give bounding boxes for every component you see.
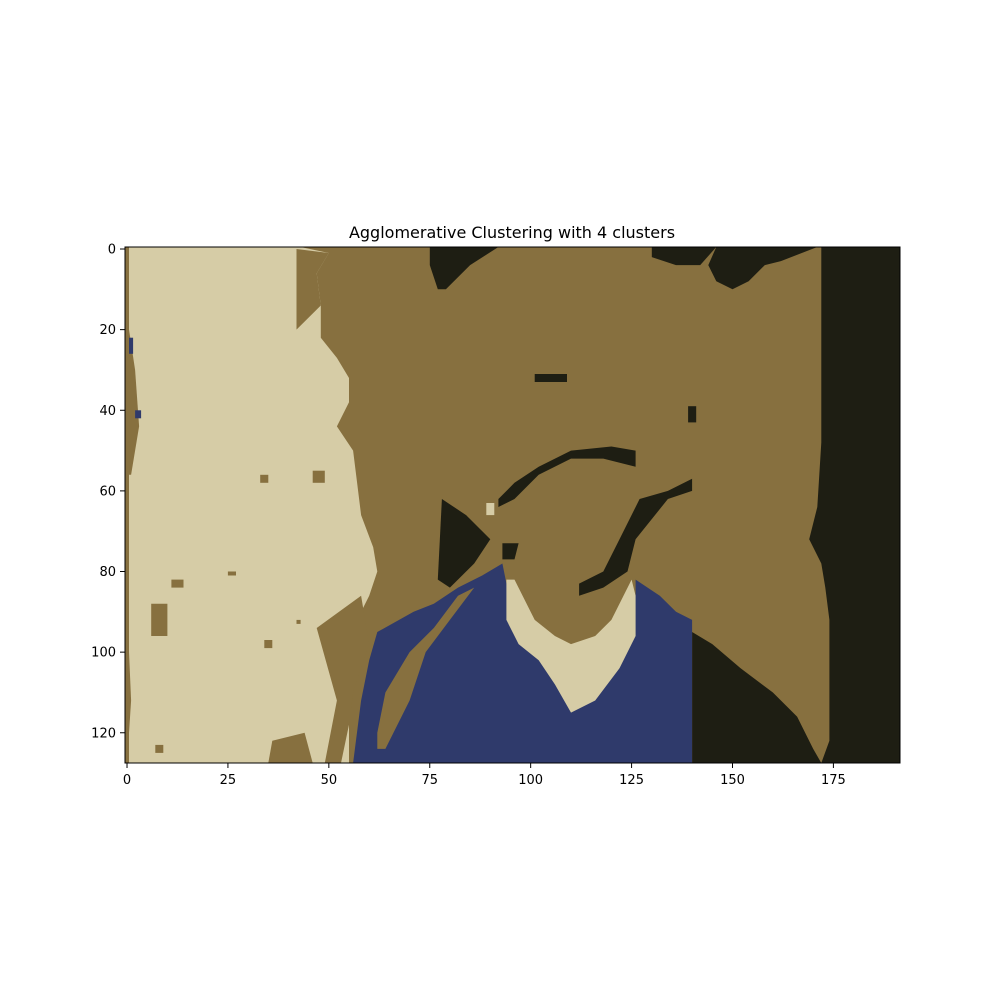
cluster-1-region <box>312 470 325 483</box>
cluster-1-region <box>155 744 164 753</box>
cluster-2-region <box>692 632 822 763</box>
cluster-2-region <box>502 543 519 560</box>
cluster-2-region <box>534 374 567 382</box>
cluster-1-region <box>260 474 269 483</box>
cluster-1-region <box>377 587 475 749</box>
plot-frame <box>124 246 901 764</box>
y-tick-label: 80 <box>99 565 116 580</box>
x-tick-label: 50 <box>321 773 338 788</box>
cluster-1-region <box>264 640 273 649</box>
cluster-2-region <box>809 247 900 763</box>
cluster-1-region <box>151 603 168 636</box>
y-axis: 0 20 40 60 80 100 120 <box>91 243 125 741</box>
x-tick-label: 100 <box>518 773 543 788</box>
y-tick-label: 20 <box>99 323 116 338</box>
cluster-2-region <box>688 406 697 423</box>
x-tick-label: 125 <box>619 773 644 788</box>
cluster-1-region <box>227 571 236 576</box>
cluster-0-region <box>506 579 636 713</box>
cluster-1-region <box>171 579 184 588</box>
cluster-1-region <box>129 329 140 475</box>
cluster-3-region <box>353 563 693 763</box>
chart-title: Agglomerative Clustering with 4 clusters <box>349 223 675 242</box>
x-tick-label: 175 <box>821 773 846 788</box>
y-tick-label: 0 <box>108 243 116 258</box>
cluster-1-region <box>316 595 370 763</box>
cluster-3-region <box>135 410 142 419</box>
cluster-0-region <box>486 503 495 516</box>
x-tick-label: 25 <box>220 773 237 788</box>
y-tick-label: 40 <box>99 404 116 419</box>
x-tick-label: 150 <box>720 773 745 788</box>
cluster-0-region <box>129 247 378 763</box>
x-tick-label: 75 <box>421 773 438 788</box>
x-tick-label: 0 <box>123 773 131 788</box>
cluster-2-region <box>579 478 693 596</box>
cluster-2-region <box>429 247 499 290</box>
cluster-1-region <box>296 249 329 330</box>
cluster-2-region <box>708 247 818 290</box>
cluster-2-region <box>651 247 717 266</box>
cluster-2-region <box>498 446 636 507</box>
cluster-1-region <box>268 732 313 763</box>
cluster-1-region <box>296 619 301 624</box>
cluster-regions <box>129 247 900 763</box>
x-axis: 0 25 50 75 100 125 150 175 <box>123 763 846 788</box>
cluster-1-region <box>129 652 132 733</box>
cluster-2-region <box>437 499 491 588</box>
cluster-3-region <box>129 337 134 354</box>
y-tick-label: 100 <box>91 646 116 661</box>
y-tick-label: 60 <box>99 484 116 499</box>
y-tick-label: 120 <box>91 726 116 741</box>
